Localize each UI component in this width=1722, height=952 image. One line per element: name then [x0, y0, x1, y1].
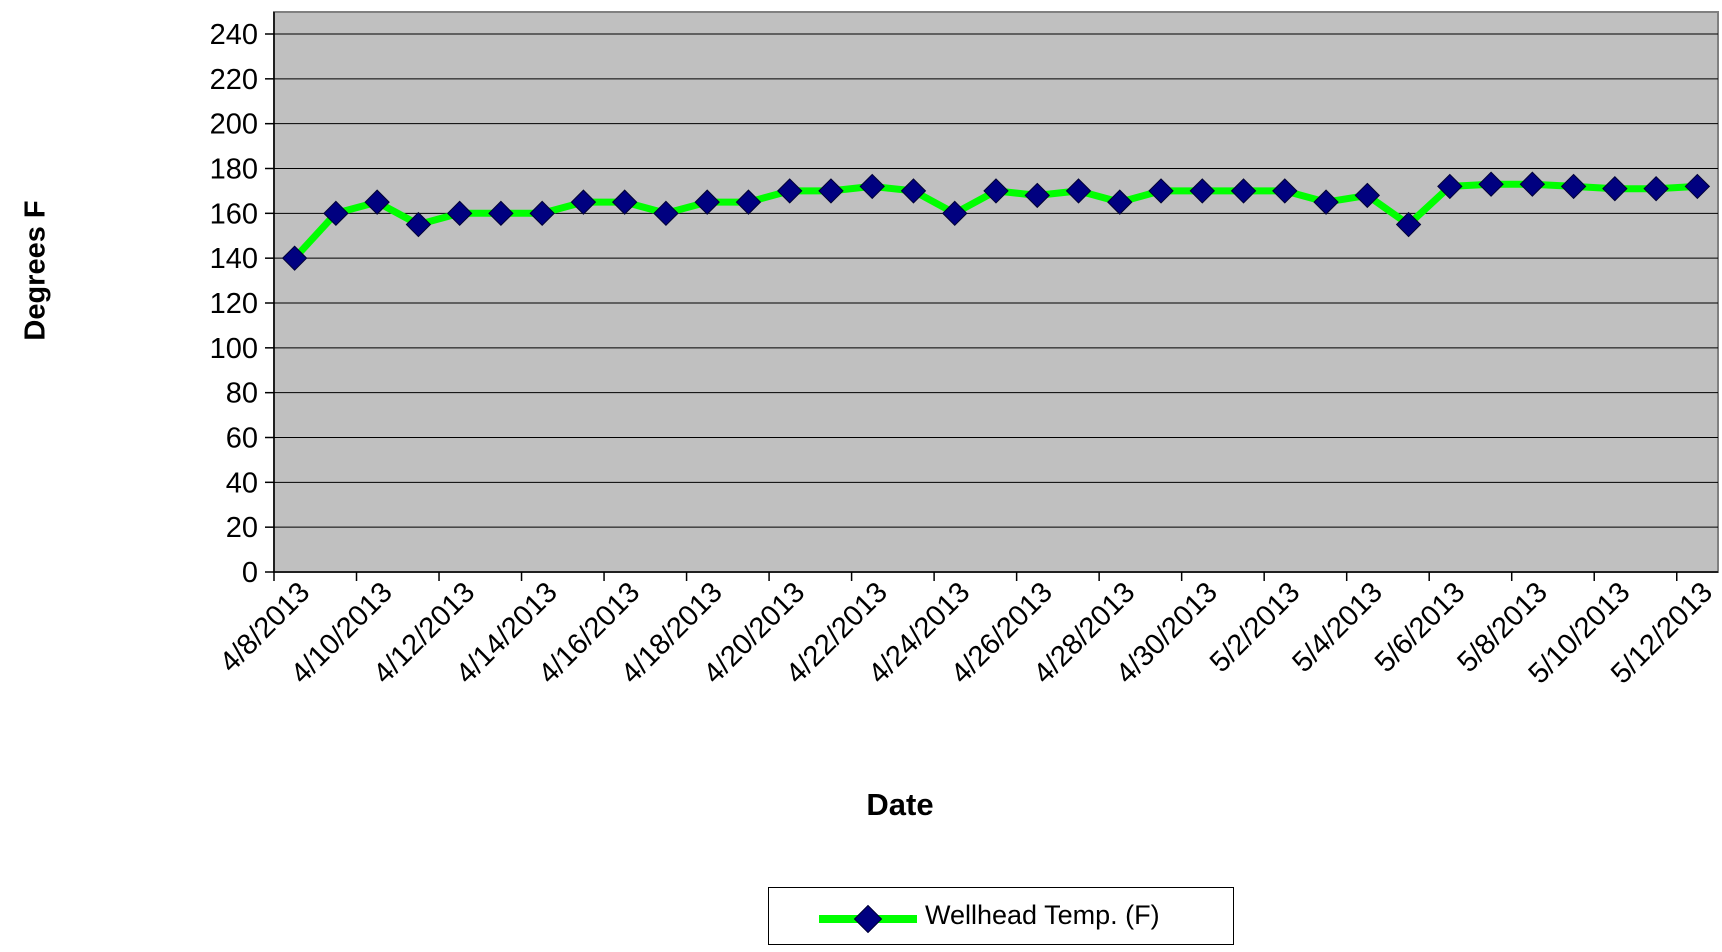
data-point-marker [942, 200, 968, 227]
data-point-marker [983, 178, 1009, 204]
data-point-marker [281, 245, 308, 271]
y-tick-label: 80 [226, 378, 258, 410]
x-tick-label: 5/4/2013 [1286, 576, 1388, 678]
data-point-marker [1354, 182, 1381, 209]
y-tick-label: 200 [210, 109, 258, 141]
legend-entry-label: Wellhead Temp. (F) [925, 900, 1160, 930]
y-tick-label: 160 [210, 198, 258, 230]
data-point-marker [1148, 178, 1174, 204]
data-point-marker [694, 189, 720, 215]
data-point-marker [900, 178, 927, 204]
y-tick-label: 20 [226, 512, 258, 544]
y-tick-label: 40 [226, 467, 258, 499]
y-tick-label: 180 [210, 154, 258, 186]
data-point-marker [1602, 175, 1628, 202]
data-point-marker [1643, 175, 1669, 202]
data-point-marker [1478, 171, 1504, 197]
data-point-marker [1395, 211, 1422, 238]
data-point-marker [653, 200, 679, 227]
data-point-marker [1313, 189, 1339, 215]
x-tick-label: 5/6/2013 [1369, 576, 1471, 678]
y-tick-label: 100 [210, 333, 258, 365]
y-tick-label: 140 [210, 243, 258, 275]
data-point-marker [1107, 189, 1133, 215]
data-point-marker [1189, 178, 1215, 204]
data-point-marker [1272, 178, 1298, 204]
legend: Wellhead Temp. (F) [768, 887, 1234, 945]
data-point-marker [1684, 173, 1711, 200]
plot-area [273, 11, 1719, 573]
data-point-marker [777, 178, 803, 204]
x-axis-title: Date [866, 787, 934, 822]
y-tick-label: 220 [210, 64, 258, 96]
data-point-marker [1065, 178, 1092, 204]
data-point-marker [405, 211, 432, 238]
data-point-marker [364, 189, 390, 215]
data-point-marker [446, 200, 473, 227]
data-point-marker [859, 173, 885, 200]
data-point-marker [818, 178, 844, 204]
y-tick-label: 60 [226, 423, 258, 455]
data-point-marker [570, 189, 597, 215]
data-point-marker [1230, 178, 1257, 204]
data-point-marker [529, 200, 555, 227]
data-point-marker [323, 200, 349, 227]
data-point-marker [611, 189, 638, 215]
y-tick-label: 120 [210, 288, 258, 320]
data-point-marker [488, 200, 514, 227]
y-tick-label: 240 [210, 19, 258, 51]
y-axis-title: Degrees F [19, 199, 52, 341]
data-point-marker [1560, 173, 1587, 200]
data-point-marker [1024, 182, 1050, 209]
x-tick-label: 5/2/2013 [1204, 576, 1306, 678]
data-point-marker [735, 189, 762, 215]
data-point-marker [1519, 171, 1546, 197]
legend-diamond-marker [853, 904, 883, 934]
data-point-marker [1437, 173, 1463, 200]
y-tick-label: 0 [242, 557, 258, 589]
